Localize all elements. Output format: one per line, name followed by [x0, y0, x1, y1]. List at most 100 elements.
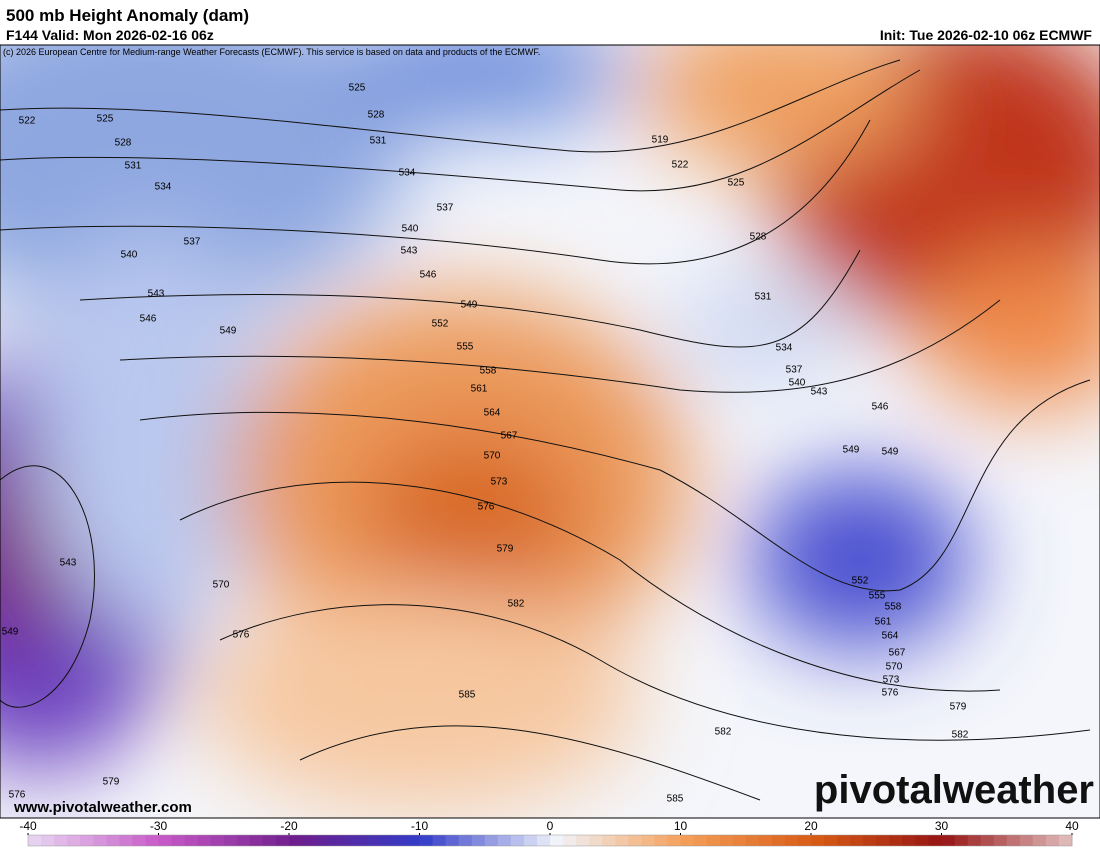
contour-label: 585 — [459, 690, 476, 701]
contour-label: 543 — [401, 246, 418, 257]
colorbar-swatch — [589, 835, 603, 846]
colorbar-swatch — [28, 835, 42, 846]
colorbar-swatch — [210, 835, 225, 846]
contour-label: 576 — [882, 688, 899, 699]
colorbar-swatch — [784, 835, 799, 846]
contour-label: 582 — [508, 599, 525, 610]
contour-label: 543 — [811, 387, 828, 398]
colorbar-swatch — [67, 835, 81, 846]
contour-label: 528 — [368, 110, 385, 121]
contour-label: 540 — [121, 250, 138, 261]
contour-label: 570 — [484, 451, 501, 462]
colorbar-swatch — [458, 835, 473, 846]
colorbar-tick-label: -30 — [150, 819, 168, 833]
colorbar: -40 -30 -20 -10 0 10 20 30 40 — [19, 819, 1079, 847]
contour-label: 582 — [715, 727, 732, 738]
colorbar-swatch — [471, 835, 486, 846]
contour-label: 579 — [497, 544, 514, 555]
credit: (c) 2026 European Centre for Medium-rang… — [3, 47, 540, 57]
contour-label: 582 — [952, 730, 969, 741]
colorbar-swatch — [576, 835, 590, 846]
contour-label: 552 — [852, 576, 869, 587]
colorbar-swatch — [745, 835, 760, 846]
contour-label: 567 — [889, 648, 906, 659]
colorbar-swatch — [523, 835, 538, 846]
colorbar-tick-label: 20 — [804, 819, 818, 833]
contour-label: 540 — [402, 224, 419, 235]
colorbar-tick-label: -40 — [19, 819, 37, 833]
contour-label: 537 — [786, 365, 803, 376]
contour-label: 549 — [2, 627, 19, 638]
contour-label: 567 — [501, 431, 518, 442]
colorbar-swatch — [993, 835, 1008, 846]
colorbar-swatch — [693, 835, 708, 846]
colorbar-swatch — [732, 835, 747, 846]
contour-label: 534 — [155, 182, 172, 193]
contour-label: 585 — [667, 794, 684, 805]
contour-label: 579 — [103, 777, 120, 788]
colorbar-swatch — [119, 835, 133, 846]
colorbar-swatch — [419, 835, 434, 846]
contour-label: 561 — [875, 617, 892, 628]
colorbar-swatch — [811, 835, 825, 846]
colorbar-swatch — [641, 835, 655, 846]
contour-label: 555 — [457, 342, 474, 353]
colorbar-swatch — [967, 835, 982, 846]
colorbar-swatch — [1019, 835, 1034, 846]
contour-label: 549 — [220, 326, 237, 337]
contour-label: 537 — [184, 237, 201, 248]
contour-label: 525 — [349, 83, 366, 94]
contour-label: 531 — [125, 161, 142, 172]
colorbar-swatch — [850, 835, 864, 846]
colorbar-swatch — [902, 835, 916, 846]
colorbar-swatch — [236, 835, 251, 846]
contour-label: 528 — [115, 138, 132, 149]
colorbar-swatch — [223, 835, 238, 846]
contour-label: 549 — [882, 447, 899, 458]
contour-label: 546 — [140, 314, 157, 325]
url-watermark: www.pivotalweather.com — [13, 799, 192, 816]
contour-label: 546 — [420, 270, 437, 281]
contour-label: 546 — [872, 402, 889, 413]
contour-label: 543 — [148, 289, 165, 300]
contour-label: 522 — [19, 116, 36, 127]
colorbar-swatch — [197, 835, 212, 846]
colorbar-tick-label: 40 — [1065, 819, 1079, 833]
colorbar-swatch — [1045, 835, 1060, 846]
contour-label: 570 — [886, 662, 903, 673]
colorbar-tick-label: -20 — [280, 819, 298, 833]
colorbar-swatch — [550, 835, 564, 846]
colorbar-swatch — [1032, 835, 1047, 846]
contour-label: 576 — [9, 790, 26, 801]
contour-label: 519 — [652, 135, 669, 146]
contour-label: 573 — [491, 477, 508, 488]
colorbar-swatch — [289, 835, 303, 846]
anomaly-field — [0, 45, 1100, 818]
contour-label: 576 — [478, 502, 495, 513]
colorbar-swatch — [654, 835, 668, 846]
colorbar-swatch — [171, 835, 186, 846]
colorbar-swatch — [758, 835, 773, 846]
brand-watermark: pivotalweather — [814, 768, 1094, 812]
colorbar-swatch — [393, 835, 407, 846]
contour-label: 573 — [883, 675, 900, 686]
colorbar-swatch — [563, 835, 577, 846]
colorbar-swatch — [628, 835, 642, 846]
title: 500 mb Height Anomaly (dam) — [6, 6, 249, 25]
colorbar-swatch — [302, 835, 316, 846]
colorbar-swatch — [876, 835, 890, 846]
colorbar-swatch — [484, 835, 499, 846]
contour-label: 558 — [480, 366, 497, 377]
colorbar-swatch — [275, 835, 290, 846]
colorbar-swatch — [941, 835, 956, 846]
colorbar-swatch — [863, 835, 877, 846]
contour-label: 534 — [399, 168, 416, 179]
colorbar-swatch — [837, 835, 851, 846]
contour-label: 534 — [776, 343, 793, 354]
colorbar-swatch — [536, 835, 551, 846]
colorbar-swatch — [406, 835, 420, 846]
colorbar-swatch — [93, 835, 107, 846]
contour-label: 564 — [882, 631, 899, 642]
colorbar-swatch — [602, 835, 616, 846]
